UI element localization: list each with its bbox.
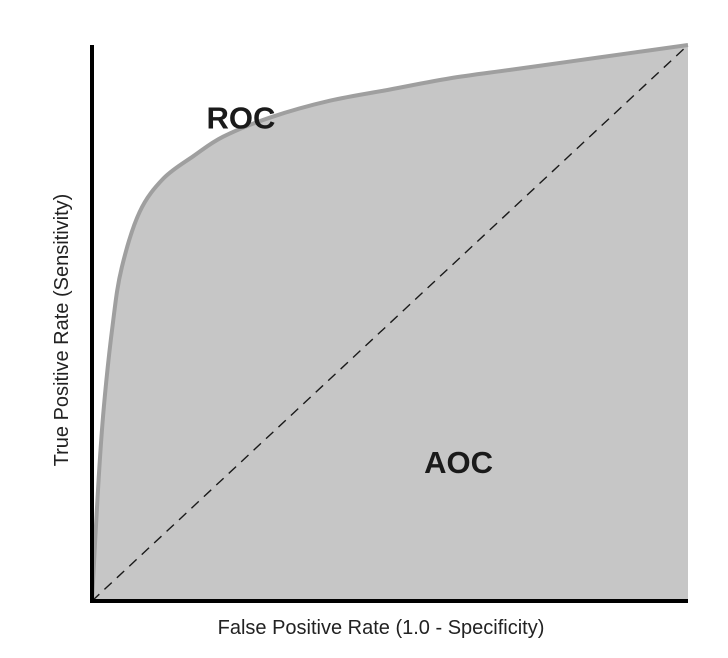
- y-axis-title: True Positive Rate (Sensitivity): [51, 194, 73, 467]
- aoc-label: AOC: [424, 445, 493, 480]
- roc-curve-line: [90, 43, 689, 602]
- roc-area-fill: [92, 45, 688, 601]
- roc-label: ROC: [207, 100, 276, 135]
- x-axis-title: False Positive Rate (1.0 - Specificity): [218, 617, 545, 639]
